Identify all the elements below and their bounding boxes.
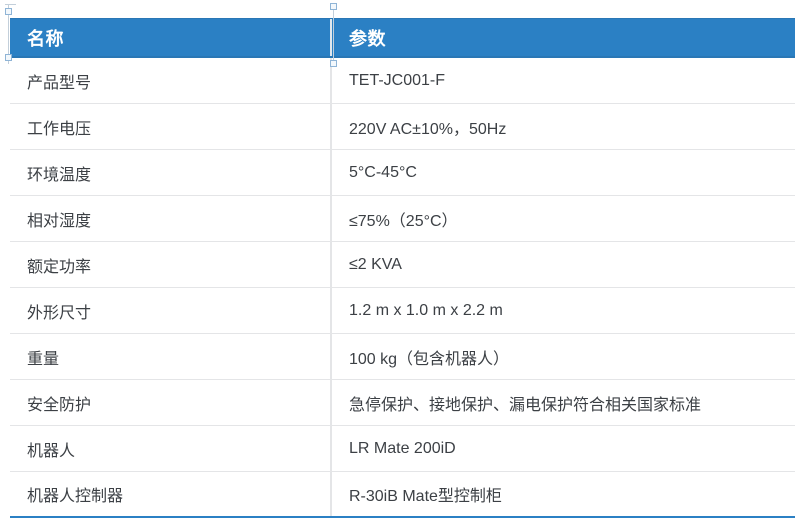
row-value: 220V AC±10%，50Hz (349, 120, 507, 138)
row-value: ≤2 KVA (349, 255, 402, 273)
row-value: TET-JC001-F (349, 71, 446, 89)
table-row: 重量 100 kg（包含机器人） (10, 334, 795, 380)
column-resize-handle[interactable] (330, 3, 337, 10)
row-value: 1.2 m x 1.0 m x 2.2 m (349, 301, 503, 319)
row-name: 环境温度 (10, 150, 332, 195)
table-row: 额定功率 ≤2 KVA (10, 242, 795, 288)
row-name: 安全防护 (10, 380, 332, 425)
row-name: 重量 (10, 334, 332, 379)
table-selection-guide (8, 4, 9, 64)
table-row: 安全防护 急停保护、接地保护、漏电保护符合相关国家标准 (10, 380, 795, 426)
row-name: 相对湿度 (10, 196, 332, 241)
row-value: ≤75%（25°C） (349, 212, 458, 230)
row-value: 100 kg（包含机器人） (349, 350, 510, 368)
table-row: 相对湿度 ≤75%（25°C） (10, 196, 795, 242)
header-cell-value: 参数 (349, 28, 386, 49)
header-cell-name: 名称 (10, 19, 332, 56)
column-resize-handle[interactable] (5, 54, 12, 61)
table-row: 机器人控制器 R-30iB Mate型控制柜 (10, 472, 795, 518)
table-selection-guide (5, 4, 16, 5)
row-name: 外形尺寸 (10, 288, 332, 333)
table-row: 机器人 LR Mate 200iD (10, 426, 795, 472)
row-name: 机器人控制器 (10, 472, 332, 516)
row-value: LR Mate 200iD (349, 439, 456, 457)
row-name: 产品型号 (10, 58, 332, 103)
row-value: R-30iB Mate型控制柜 (349, 488, 502, 505)
table-header-row: 名称 参数 (10, 18, 795, 58)
table-body: 产品型号 TET-JC001-F 工作电压 220V AC±10%，50Hz 环… (10, 58, 795, 518)
table-row: 工作电压 220V AC±10%，50Hz (10, 104, 795, 150)
column-resize-handle[interactable] (330, 60, 337, 67)
row-value: 5°C-45°C (349, 163, 417, 181)
row-name: 工作电压 (10, 104, 332, 149)
column-boundary-guide (333, 3, 334, 67)
table-row: 环境温度 5°C-45°C (10, 150, 795, 196)
row-name: 机器人 (10, 426, 332, 471)
table-row: 产品型号 TET-JC001-F (10, 58, 795, 104)
row-name: 额定功率 (10, 242, 332, 287)
spec-table: 名称 参数 产品型号 TET-JC001-F 工作电压 220V AC±10%，… (10, 18, 795, 518)
column-resize-handle[interactable] (5, 8, 12, 15)
table-row: 外形尺寸 1.2 m x 1.0 m x 2.2 m (10, 288, 795, 334)
row-value: 急停保护、接地保护、漏电保护符合相关国家标准 (349, 396, 702, 414)
